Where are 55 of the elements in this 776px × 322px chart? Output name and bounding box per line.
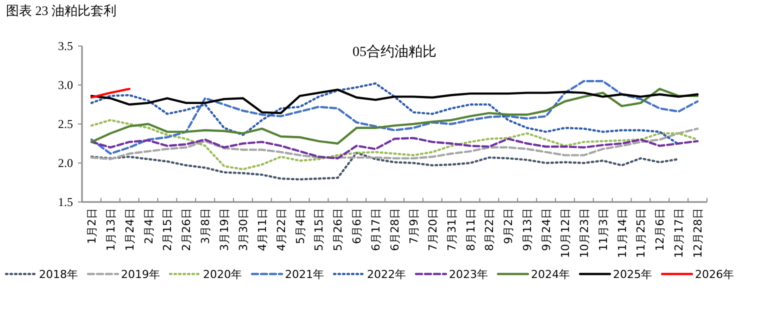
legend-label: 2018年 [39,268,78,281]
x-tick-label: 10月12日 [558,208,572,258]
x-tick-label: 1月13日 [104,208,118,251]
x-tick-label: 9月13日 [521,208,534,251]
legend-label: 2020年 [203,268,242,281]
x-tick-label: 4月22日 [274,208,288,251]
x-tick-label: 11月3日 [596,208,610,251]
line-series [90,152,680,180]
line-series [90,136,699,160]
x-tick-label: 5月26日 [332,208,345,251]
y-tick-label: 3.5 [58,39,73,53]
x-tick-label: 11月25日 [634,208,648,258]
x-tick-label: 11月14日 [616,208,629,258]
x-tick-label: 2月26日 [180,208,194,251]
legend-label: 2024年 [531,268,570,281]
x-tick-label: 7月20日 [426,208,440,251]
x-tick-label: 8月22日 [483,208,496,251]
x-tick-label: 12月6日 [654,208,667,251]
x-tick-label: 3月30日 [236,208,250,251]
x-tick-label: 8月11日 [464,208,478,251]
x-tick-label: 12月28日 [692,208,705,258]
x-tick-label: 7月9日 [407,208,420,244]
x-tick-label: 1月2日 [85,208,98,244]
legend-label: 2022年 [367,268,406,281]
x-tick-label: 1月24日 [123,208,136,251]
y-tick-label: 2.0 [58,156,73,170]
x-tick-label: 10月23日 [578,208,591,258]
x-tick-label: 4月11日 [256,208,269,251]
legend-label: 2019年 [121,268,160,281]
legend-label: 2025年 [613,268,652,281]
legend-label: 2023年 [449,268,488,281]
line-series [90,80,699,155]
x-tick-label: 2月15日 [161,208,174,251]
x-tick-label: 5月4日 [294,208,307,244]
x-tick-label: 3月19日 [218,208,232,251]
x-tick-label: 6月28日 [388,208,402,251]
legend-label: 2021年 [285,268,324,281]
x-tick-label: 3月8日 [199,208,212,244]
x-tick-label: 9月2日 [502,208,516,244]
line-series [90,88,699,114]
x-tick-label: 6月17日 [370,208,383,251]
x-tick-label: 7月31日 [445,208,458,251]
chart-title: 图表 23 油粕比套利 [6,3,116,18]
x-tick-label: 2月4日 [142,208,156,244]
y-tick-label: 3.0 [58,78,73,92]
x-tick-label: 5月15日 [312,208,326,251]
legend-label: 2026年 [695,268,734,281]
x-tick-label: 6月6日 [350,208,364,244]
y-tick-label: 2.5 [58,117,73,131]
x-tick-label: 12月17日 [672,208,686,258]
y-tick-label: 1.5 [58,195,73,209]
line-series [90,119,699,170]
x-tick-label: 9月24日 [540,208,554,251]
line-series [90,128,699,160]
chart-subtitle: 05合约油粕比 [352,44,436,60]
